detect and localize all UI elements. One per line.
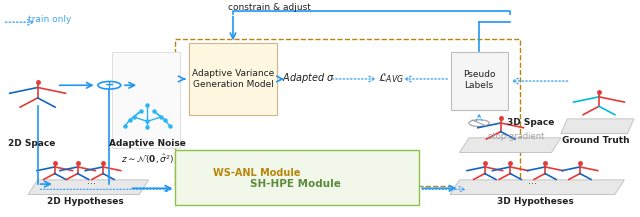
Text: train only: train only <box>28 15 72 23</box>
Text: +: + <box>105 80 114 90</box>
Text: 2D Space: 2D Space <box>8 139 55 148</box>
FancyBboxPatch shape <box>175 150 419 205</box>
Text: ...: ... <box>528 176 537 186</box>
Text: constrain & adjust: constrain & adjust <box>228 3 310 12</box>
FancyBboxPatch shape <box>189 43 277 115</box>
Text: 3D Hypotheses: 3D Hypotheses <box>497 197 574 206</box>
Polygon shape <box>28 180 148 195</box>
Text: Adaptive Noise: Adaptive Noise <box>109 139 186 148</box>
Polygon shape <box>460 138 561 153</box>
Text: $z \sim \mathcal{N}(\mathbf{0}, \hat{\sigma}^2)$: $z \sim \mathcal{N}(\mathbf{0}, \hat{\si… <box>120 152 174 166</box>
Text: $\mathit{Adapted}\ \sigma$: $\mathit{Adapted}\ \sigma$ <box>282 71 335 85</box>
FancyBboxPatch shape <box>451 52 508 110</box>
Text: Ground Truth: Ground Truth <box>562 136 630 145</box>
FancyBboxPatch shape <box>112 52 180 148</box>
Polygon shape <box>561 119 634 134</box>
Text: $\mathcal{L}_{AVG}$: $\mathcal{L}_{AVG}$ <box>378 71 404 85</box>
Text: ...: ... <box>87 176 96 186</box>
Text: WS-ANL Module: WS-ANL Module <box>212 168 300 178</box>
Text: 3D Space: 3D Space <box>507 118 554 127</box>
Text: Pseudo
Labels: Pseudo Labels <box>463 70 495 90</box>
Text: Adaptive Variance
Generation Model: Adaptive Variance Generation Model <box>192 69 274 89</box>
Text: stop gradient: stop gradient <box>488 132 545 141</box>
Text: SH-HPE Module: SH-HPE Module <box>250 179 341 189</box>
Polygon shape <box>450 180 625 195</box>
Text: 2D Hypotheses: 2D Hypotheses <box>47 197 124 206</box>
